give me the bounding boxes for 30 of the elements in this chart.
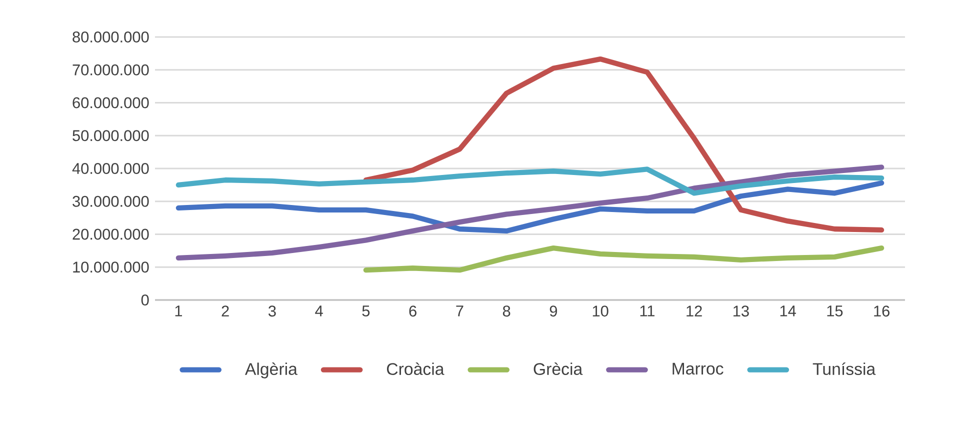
x-tick-label: 7 [456,306,464,316]
x-tick-label: 13 [734,306,749,317]
legend-label: Algèria [244,362,298,378]
y-tick-label: 10.000.000 [73,262,149,273]
x-tick-label: 1 [175,306,182,316]
y-tick-label: 30.000.000 [72,196,149,207]
x-tick-label: 14 [780,306,796,316]
y-tick-label: 50.000.000 [72,130,149,142]
y-tick-label: 70.000.000 [72,64,149,76]
y-tick-label: 40.000.000 [72,163,149,174]
x-tick-label: 5 [362,306,370,316]
x-tick-label: 9 [550,306,558,317]
x-tick-label: 10 [592,306,608,317]
legend-label: Croàcia [386,362,444,376]
legend-label: Marroc [672,362,724,375]
x-tick-label: 8 [502,306,510,317]
x-tick-label: 11 [640,306,654,316]
x-tick-label: 6 [409,306,416,317]
y-tick-label: 60.000.000 [72,97,149,108]
legend-label: Tuníssia [812,362,876,376]
y-tick-label: 80.000.000 [72,32,149,42]
y-tick-label: 0 [141,294,149,306]
x-tick-label: 12 [686,306,702,316]
legend-label: Grècia [534,362,583,376]
x-tick-label: 15 [827,306,843,316]
x-tick-label: 16 [874,306,890,317]
x-tick-label: 3 [268,306,276,317]
x-tick-label: 2 [222,306,229,316]
y-tick-label: 20.000.000 [72,228,149,240]
x-tick-label: 4 [315,306,323,316]
